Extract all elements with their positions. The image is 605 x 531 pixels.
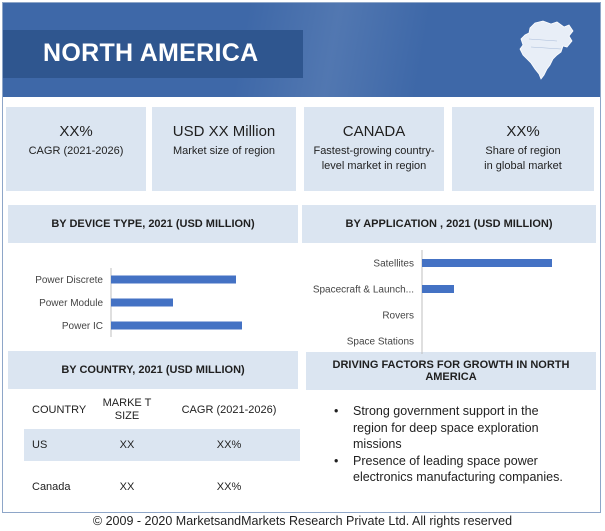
stat-share-label: Share of region in global market xyxy=(484,145,562,172)
table-cell-cagr: XX% xyxy=(216,439,242,451)
table-cell-cagr: XX% xyxy=(216,481,242,493)
stat-fastest-growing: CANADA Fastest-growing country-level mar… xyxy=(304,107,444,191)
table-header-cagr: CAGR (2021-2026) xyxy=(181,404,277,416)
stat-market-size-value: USD XX Million xyxy=(172,123,276,140)
table-header-row: COUNTRY MARKE T SIZE CAGR (2021-2026) xyxy=(24,393,300,427)
application-panel-title: BY APPLICATION , 2021 (USD MILLION) xyxy=(302,205,596,243)
page-title: NORTH AMERICA xyxy=(43,39,259,67)
category-label: Rovers xyxy=(382,311,414,322)
category-label: Power Module xyxy=(39,298,103,309)
bullet-icon: • xyxy=(334,404,339,418)
application-chart: Satellites Spacecraft & Launch... Rovers Sp… xyxy=(304,248,594,354)
stat-cagr: XX% CAGR (2021-2026) xyxy=(6,107,146,191)
table-row: US XX XX% xyxy=(24,429,300,461)
category-label: Power IC xyxy=(62,321,103,332)
device-type-chart-svg: Power Discrete Power Module Power IC xyxy=(35,268,242,337)
category-label: Space Stations xyxy=(347,337,414,348)
driver-text: Presence of leading space power electron… xyxy=(353,453,563,485)
infographic-frame xyxy=(2,2,601,513)
bar xyxy=(422,285,454,293)
table-cell-market-size: XX xyxy=(119,481,135,493)
bar xyxy=(422,259,552,267)
stat-cagr-value: XX% xyxy=(59,123,93,140)
bar xyxy=(111,321,242,330)
table-row: Canada XX XX% xyxy=(24,471,300,503)
category-label: Satellites xyxy=(373,259,414,270)
country-panel-title: BY COUNTRY, 2021 (USD MILLION) xyxy=(8,351,298,389)
category-label: Power Discrete xyxy=(35,275,103,286)
device-type-panel-title: BY DEVICE TYPE, 2021 (USD MILLION) xyxy=(8,205,298,243)
stat-fastest-growing-label: Fastest-growing country-level market in … xyxy=(313,145,435,172)
stat-market-size: USD XX Million Market size of region xyxy=(152,107,296,191)
table-cell-country: US xyxy=(32,439,48,451)
stat-fastest-growing-value: CANADA xyxy=(342,123,406,140)
bar xyxy=(111,275,236,284)
driver-text: Strong government support in the region … xyxy=(353,404,539,451)
bullet-icon: • xyxy=(334,453,339,468)
copyright-text: © 2009 - 2020 MarketsandMarkets Research… xyxy=(92,514,513,528)
table-header-country: COUNTRY xyxy=(32,404,87,416)
stat-cagr-label: CAGR (2021-2026) xyxy=(28,145,124,157)
stat-market-size-label: Market size of region xyxy=(172,145,276,157)
header-banner: NORTH AMERICA xyxy=(3,3,600,97)
application-chart-svg: Satellites Spacecraft & Launch... Rovers Sp… xyxy=(313,250,552,354)
drivers-list: • Strong government support in the regio… xyxy=(334,403,570,486)
category-label: Spacecraft & Launch... xyxy=(313,285,414,296)
table-cell-market-size: XX xyxy=(119,439,135,451)
drivers-panel-title: DRIVING FACTORS FOR GROWTH IN NORTH AMER… xyxy=(306,352,596,390)
stat-share-value: XX% xyxy=(506,123,540,140)
table-cell-country: Canada xyxy=(32,481,71,493)
table-header-market-size: MARKE T SIZE xyxy=(102,397,152,422)
device-type-chart: Power Discrete Power Module Power IC xyxy=(6,266,296,341)
list-item: • Strong government support in the regio… xyxy=(334,403,570,453)
north-america-map-icon xyxy=(519,20,574,80)
stat-share: XX% Share of region in global market xyxy=(452,107,594,191)
list-item: • Presence of leading space power electr… xyxy=(334,453,570,486)
header-title-band xyxy=(3,30,303,78)
bar xyxy=(111,298,173,307)
